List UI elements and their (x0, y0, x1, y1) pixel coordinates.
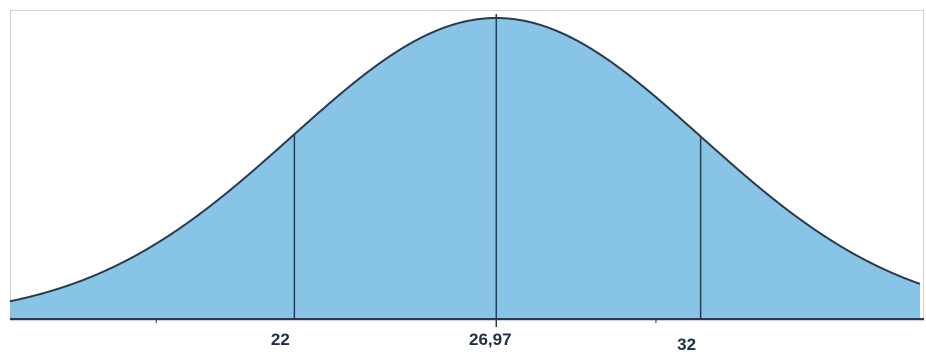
plot-frame (10, 10, 924, 321)
x-axis-minor-ticks (155, 319, 657, 323)
x-tick-labels: 22 26,97 32 (271, 330, 696, 354)
marker-lines (293, 14, 702, 327)
distribution-curve (9, 16, 921, 303)
x-tick-label-1: 26,97 (469, 330, 512, 349)
x-tick-label-2: 32 (677, 335, 696, 354)
distribution-area (10, 18, 920, 319)
x-tick-label-0: 22 (271, 330, 290, 349)
